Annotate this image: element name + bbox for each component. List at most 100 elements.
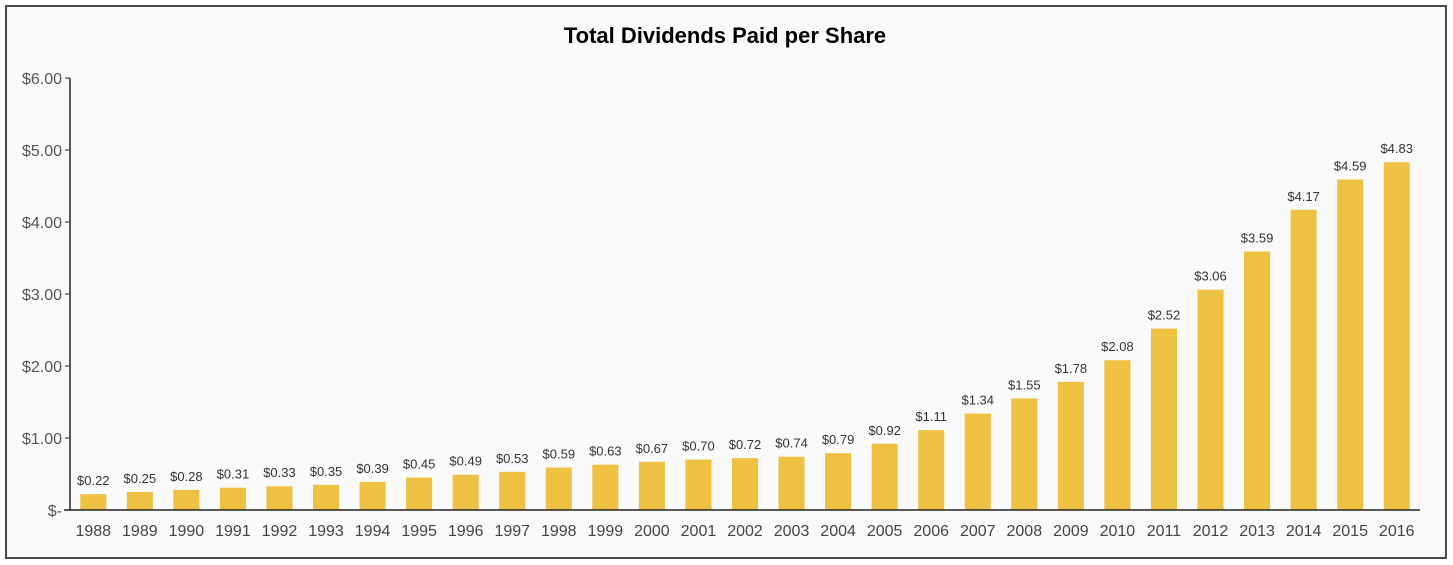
x-tick-label-2006: 2006 xyxy=(913,523,949,540)
bar-1989 xyxy=(126,492,153,510)
x-tick-label-2009: 2009 xyxy=(1053,523,1089,540)
bar-2011 xyxy=(1150,328,1177,510)
data-label-2001: $0.70 xyxy=(682,439,715,454)
x-tick-label-1991: 1991 xyxy=(215,523,251,540)
data-label-2007: $1.34 xyxy=(961,393,994,408)
x-tick-label-2001: 2001 xyxy=(681,523,717,540)
bar-2000 xyxy=(638,461,665,510)
x-tick-label-1988: 1988 xyxy=(75,523,111,540)
bar-1994 xyxy=(359,481,386,510)
bar-1990 xyxy=(173,489,200,510)
data-labels: $0.22 $0.25 $0.28 $0.31 $0.33 $0.35 $0.39 $0.45… xyxy=(77,141,1413,488)
data-label-2008: $1.55 xyxy=(1008,377,1041,392)
x-tick-label-2015: 2015 xyxy=(1332,523,1368,540)
data-label-1997: $0.53 xyxy=(496,451,529,466)
x-tick-label-2004: 2004 xyxy=(820,523,856,540)
bar-2006 xyxy=(918,430,945,510)
x-tick-label-2010: 2010 xyxy=(1100,523,1136,540)
bar-2003 xyxy=(778,456,805,510)
bars xyxy=(80,162,1410,511)
bar-2012 xyxy=(1197,289,1224,510)
bar-2005 xyxy=(871,443,898,510)
x-tick-label-1995: 1995 xyxy=(401,523,437,540)
x-tick-label-2003: 2003 xyxy=(774,523,810,540)
y-axis-ticks: $- $1.00 $2.00 $3.00 $4.00 $5.00 $6.00 xyxy=(22,71,70,520)
bar-2008 xyxy=(1011,398,1038,510)
bar-2007 xyxy=(964,413,991,510)
data-label-1992: $0.33 xyxy=(263,465,296,480)
data-label-1995: $0.45 xyxy=(403,457,436,472)
bar-2001 xyxy=(685,459,712,510)
data-label-1990: $0.28 xyxy=(170,469,203,484)
x-tick-label-1996: 1996 xyxy=(448,523,484,540)
x-tick-label-2016: 2016 xyxy=(1379,523,1415,540)
x-tick-label-1989: 1989 xyxy=(122,523,158,540)
x-tick-label-1994: 1994 xyxy=(355,523,391,540)
data-label-1993: $0.35 xyxy=(310,464,343,479)
data-label-2010: $2.08 xyxy=(1101,339,1134,354)
y-tick-label: $2.00 xyxy=(22,359,62,376)
data-label-2014: $4.17 xyxy=(1287,189,1320,204)
data-label-2016: $4.83 xyxy=(1380,141,1413,156)
data-label-2003: $0.74 xyxy=(775,436,808,451)
x-tick-label-1992: 1992 xyxy=(262,523,298,540)
bar-2015 xyxy=(1337,179,1364,510)
data-label-2005: $0.92 xyxy=(868,423,901,438)
data-label-1991: $0.31 xyxy=(217,467,250,482)
x-tick-label-2014: 2014 xyxy=(1286,523,1322,540)
data-label-2000: $0.67 xyxy=(636,441,669,456)
x-tick-label-1998: 1998 xyxy=(541,523,577,540)
chart-title: Total Dividends Paid per Share xyxy=(564,23,886,48)
data-label-1988: $0.22 xyxy=(77,473,110,488)
data-label-1994: $0.39 xyxy=(356,461,389,476)
x-tick-label-1993: 1993 xyxy=(308,523,344,540)
data-label-2004: $0.79 xyxy=(822,432,855,447)
data-label-1996: $0.49 xyxy=(449,454,482,469)
bar-2016 xyxy=(1383,162,1410,511)
y-tick-label: $3.00 xyxy=(22,287,62,304)
bar-1996 xyxy=(452,474,479,510)
x-tick-label-2005: 2005 xyxy=(867,523,903,540)
bar-1995 xyxy=(406,477,433,510)
bar-2004 xyxy=(825,453,852,510)
bar-1988 xyxy=(80,494,107,510)
x-tick-label-2008: 2008 xyxy=(1007,523,1043,540)
bar-2002 xyxy=(731,458,759,510)
bar-1998 xyxy=(545,467,572,510)
data-label-2012: $3.06 xyxy=(1194,269,1227,284)
bar-1991 xyxy=(219,487,246,510)
y-tick-label: $6.00 xyxy=(22,71,62,88)
x-tick-label-1990: 1990 xyxy=(169,523,205,540)
x-tick-label-1999: 1999 xyxy=(588,523,624,540)
bar-2013 xyxy=(1244,251,1271,510)
bar-2010 xyxy=(1104,360,1131,510)
bar-2009 xyxy=(1057,381,1084,510)
x-axis-ticks: 1988 1989 1990 1991 1992 1993 1994 1995 1996 1997… xyxy=(75,523,1414,540)
bar-1992 xyxy=(266,486,293,510)
x-tick-label-2002: 2002 xyxy=(727,523,763,540)
data-label-2015: $4.59 xyxy=(1334,159,1367,174)
data-label-1998: $0.59 xyxy=(543,447,576,462)
x-tick-label-2000: 2000 xyxy=(634,523,670,540)
x-tick-label-2007: 2007 xyxy=(960,523,996,540)
x-tick-label-2012: 2012 xyxy=(1193,523,1229,540)
bar-1999 xyxy=(592,464,619,510)
bar-1993 xyxy=(313,484,340,510)
data-label-2013: $3.59 xyxy=(1241,231,1274,246)
y-tick-label: $5.00 xyxy=(22,143,62,160)
bar-1997 xyxy=(499,471,526,510)
bar-2014 xyxy=(1290,209,1317,510)
x-tick-label-2011: 2011 xyxy=(1147,523,1182,540)
y-tick-label: $- xyxy=(48,503,62,520)
data-label-1989: $0.25 xyxy=(124,471,157,486)
data-label-2009: $1.78 xyxy=(1055,361,1088,376)
x-tick-label-1997: 1997 xyxy=(494,523,530,540)
x-tick-label-2013: 2013 xyxy=(1239,523,1275,540)
data-label-1999: $0.63 xyxy=(589,444,622,459)
data-label-2002: $0.72 xyxy=(729,437,762,452)
data-label-2011: $2.52 xyxy=(1148,308,1181,323)
data-label-2006: $1.11 xyxy=(915,409,947,424)
y-tick-label: $1.00 xyxy=(22,431,62,448)
y-tick-label: $4.00 xyxy=(22,215,62,232)
